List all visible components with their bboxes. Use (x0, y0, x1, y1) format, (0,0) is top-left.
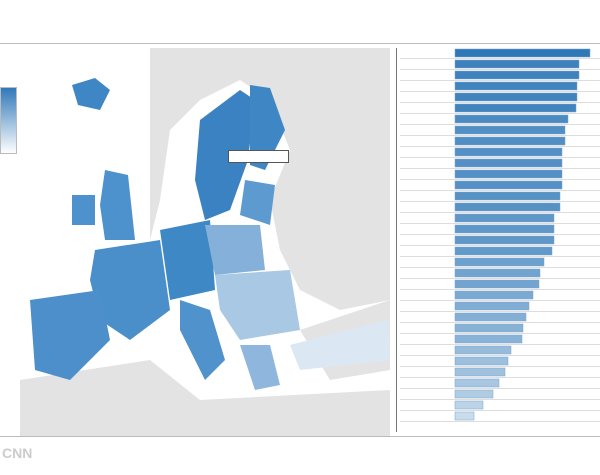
bar (454, 312, 527, 322)
bar (454, 367, 506, 377)
bar (454, 246, 553, 256)
bar (454, 224, 555, 234)
bar (454, 147, 563, 157)
bar (454, 180, 563, 190)
bar (454, 59, 580, 69)
bar (454, 356, 509, 366)
bar (454, 81, 578, 91)
bar (454, 202, 561, 212)
bar (454, 70, 580, 80)
bar (454, 235, 555, 245)
bar (454, 169, 563, 179)
bar (454, 114, 569, 124)
bar (454, 257, 545, 267)
bar (454, 334, 523, 344)
bar (454, 125, 566, 135)
bar (454, 290, 534, 300)
tooltip (228, 150, 289, 163)
bar (454, 411, 475, 421)
bar (454, 136, 566, 146)
map (18, 48, 390, 436)
bar (454, 213, 555, 223)
bar (454, 103, 577, 113)
bar (454, 323, 524, 333)
bar (454, 389, 494, 399)
bar (454, 158, 563, 168)
logo: CNN (2, 445, 32, 461)
bar (454, 92, 578, 102)
bar-panel (400, 48, 600, 422)
bar (454, 268, 541, 278)
bar (454, 301, 530, 311)
bar (454, 378, 500, 388)
legend-gradient (0, 87, 17, 154)
bar (454, 191, 561, 201)
bar (454, 400, 484, 410)
bar (454, 279, 540, 289)
bar (454, 48, 591, 58)
bar (454, 345, 512, 355)
